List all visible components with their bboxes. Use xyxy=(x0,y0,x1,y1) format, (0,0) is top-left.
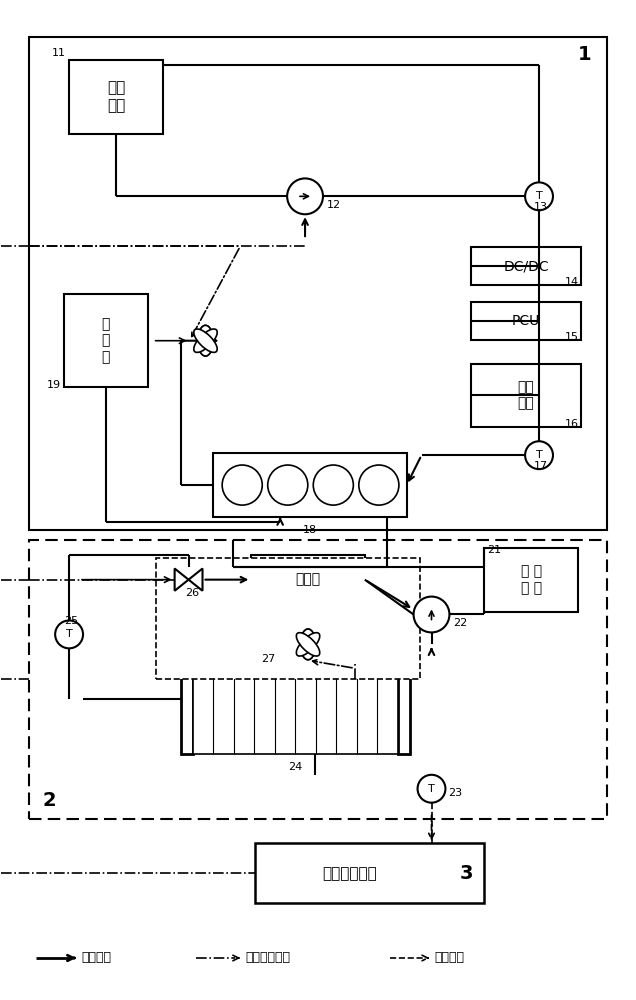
Bar xyxy=(398,644,410,754)
Text: 23: 23 xyxy=(448,788,462,798)
Text: PCU: PCU xyxy=(512,314,540,328)
Text: 冷却液流: 冷却液流 xyxy=(81,951,111,964)
Polygon shape xyxy=(188,568,202,591)
Text: 24: 24 xyxy=(288,762,302,772)
Ellipse shape xyxy=(198,325,213,356)
Text: 19: 19 xyxy=(47,380,61,390)
Ellipse shape xyxy=(296,633,320,656)
Text: 18: 18 xyxy=(303,525,317,535)
Text: T: T xyxy=(66,629,73,639)
Text: 15: 15 xyxy=(565,332,579,342)
Text: 膨胀
水箱: 膨胀 水箱 xyxy=(107,81,125,113)
Bar xyxy=(64,294,148,387)
Text: 22: 22 xyxy=(453,618,467,628)
Text: 14: 14 xyxy=(565,277,579,287)
Circle shape xyxy=(413,597,450,632)
Text: 13: 13 xyxy=(534,202,548,212)
Text: 散热器: 散热器 xyxy=(296,573,321,587)
Text: T: T xyxy=(428,784,435,794)
Text: T: T xyxy=(536,191,543,201)
Ellipse shape xyxy=(198,325,213,356)
Text: 热管理控制器: 热管理控制器 xyxy=(322,866,377,881)
Ellipse shape xyxy=(296,633,320,656)
Text: 16: 16 xyxy=(565,419,579,429)
Text: 11: 11 xyxy=(52,48,66,58)
Ellipse shape xyxy=(194,329,218,352)
Bar xyxy=(484,548,578,612)
Ellipse shape xyxy=(300,629,315,660)
Circle shape xyxy=(418,775,445,803)
Bar xyxy=(181,644,193,754)
Text: 水 膨
箱 胀: 水 膨 箱 胀 xyxy=(520,565,542,595)
Text: 27: 27 xyxy=(261,654,275,664)
Text: DC/DC: DC/DC xyxy=(503,259,549,273)
Bar xyxy=(29,540,607,819)
Bar xyxy=(251,555,365,605)
Text: 散
热
器: 散 热 器 xyxy=(102,317,110,364)
Polygon shape xyxy=(175,568,188,591)
Bar xyxy=(471,302,581,340)
Text: 12: 12 xyxy=(327,200,341,210)
Circle shape xyxy=(268,465,308,505)
Circle shape xyxy=(525,182,553,210)
Text: 2: 2 xyxy=(43,791,56,810)
Bar xyxy=(471,247,581,285)
Text: 26: 26 xyxy=(186,588,200,598)
Bar xyxy=(193,644,398,754)
Circle shape xyxy=(359,465,399,505)
Text: 温度信号: 温度信号 xyxy=(434,951,464,964)
Text: 25: 25 xyxy=(64,616,78,626)
Text: 21: 21 xyxy=(487,545,501,555)
Bar xyxy=(29,37,607,530)
Bar xyxy=(255,843,484,903)
Ellipse shape xyxy=(194,329,218,352)
Text: T: T xyxy=(536,450,543,460)
Text: 驱动
电机: 驱动 电机 xyxy=(518,380,534,411)
Circle shape xyxy=(525,441,553,469)
Circle shape xyxy=(222,465,262,505)
Text: 1: 1 xyxy=(578,45,591,64)
Bar xyxy=(471,364,581,427)
Circle shape xyxy=(314,465,354,505)
Text: 开关控制信号: 开关控制信号 xyxy=(245,951,290,964)
Text: 3: 3 xyxy=(460,864,473,883)
Bar xyxy=(69,60,163,134)
Circle shape xyxy=(55,620,83,648)
Text: 17: 17 xyxy=(534,461,548,471)
Bar xyxy=(156,558,420,679)
Circle shape xyxy=(287,178,323,214)
Ellipse shape xyxy=(300,629,315,660)
Bar xyxy=(214,453,406,517)
